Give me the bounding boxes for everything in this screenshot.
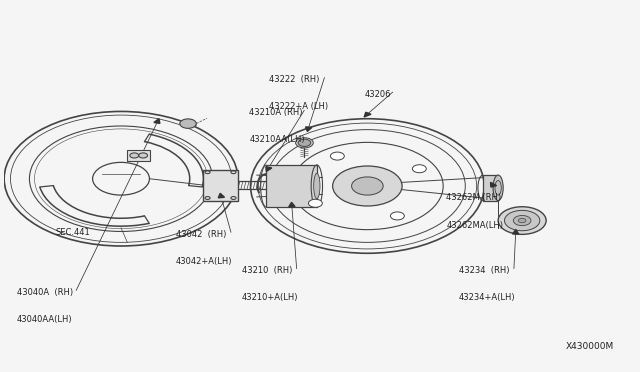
Circle shape bbox=[180, 119, 196, 128]
Circle shape bbox=[333, 166, 402, 206]
Bar bbox=[127, 150, 150, 161]
Ellipse shape bbox=[314, 173, 320, 199]
Text: 43042+A(LH): 43042+A(LH) bbox=[176, 257, 232, 266]
Circle shape bbox=[330, 152, 344, 160]
Text: 43210  (RH): 43210 (RH) bbox=[242, 266, 292, 275]
Text: 43210+A(LH): 43210+A(LH) bbox=[242, 294, 298, 302]
Polygon shape bbox=[306, 127, 312, 131]
Circle shape bbox=[250, 119, 484, 253]
Polygon shape bbox=[513, 230, 519, 234]
Polygon shape bbox=[289, 202, 295, 207]
Text: 43262M (RH): 43262M (RH) bbox=[446, 193, 502, 202]
Text: SEC.441: SEC.441 bbox=[56, 228, 91, 237]
Bar bbox=[203, 170, 238, 201]
Circle shape bbox=[4, 112, 238, 246]
Text: 43222  (RH): 43222 (RH) bbox=[269, 75, 320, 84]
Text: 43042  (RH): 43042 (RH) bbox=[176, 230, 227, 239]
Text: 43040AA(LH): 43040AA(LH) bbox=[17, 315, 72, 324]
Circle shape bbox=[504, 210, 540, 231]
Circle shape bbox=[518, 218, 526, 223]
Circle shape bbox=[498, 207, 546, 234]
Circle shape bbox=[139, 153, 148, 158]
Circle shape bbox=[130, 153, 139, 158]
Text: 43262MA(LH): 43262MA(LH) bbox=[446, 221, 503, 230]
Text: 43210A (RH): 43210A (RH) bbox=[249, 108, 303, 117]
Circle shape bbox=[412, 165, 426, 173]
Ellipse shape bbox=[493, 175, 503, 201]
Polygon shape bbox=[218, 193, 225, 198]
Circle shape bbox=[351, 177, 383, 195]
Text: 43206: 43206 bbox=[364, 90, 390, 99]
Text: 43040A  (RH): 43040A (RH) bbox=[17, 288, 73, 297]
Bar bbox=[483, 175, 498, 201]
Polygon shape bbox=[490, 182, 497, 187]
Circle shape bbox=[513, 215, 531, 226]
Polygon shape bbox=[364, 112, 371, 117]
Circle shape bbox=[308, 199, 323, 207]
Circle shape bbox=[298, 139, 311, 147]
Circle shape bbox=[390, 212, 404, 220]
Polygon shape bbox=[154, 119, 160, 124]
Bar bbox=[266, 165, 317, 207]
Text: X430000M: X430000M bbox=[566, 343, 614, 352]
Polygon shape bbox=[266, 167, 272, 171]
Text: 43210AA(LH): 43210AA(LH) bbox=[249, 135, 305, 144]
Text: 43222+A (LH): 43222+A (LH) bbox=[269, 102, 328, 112]
Text: 43234  (RH): 43234 (RH) bbox=[459, 266, 509, 275]
Text: 43234+A(LH): 43234+A(LH) bbox=[459, 294, 516, 302]
Circle shape bbox=[296, 138, 314, 148]
